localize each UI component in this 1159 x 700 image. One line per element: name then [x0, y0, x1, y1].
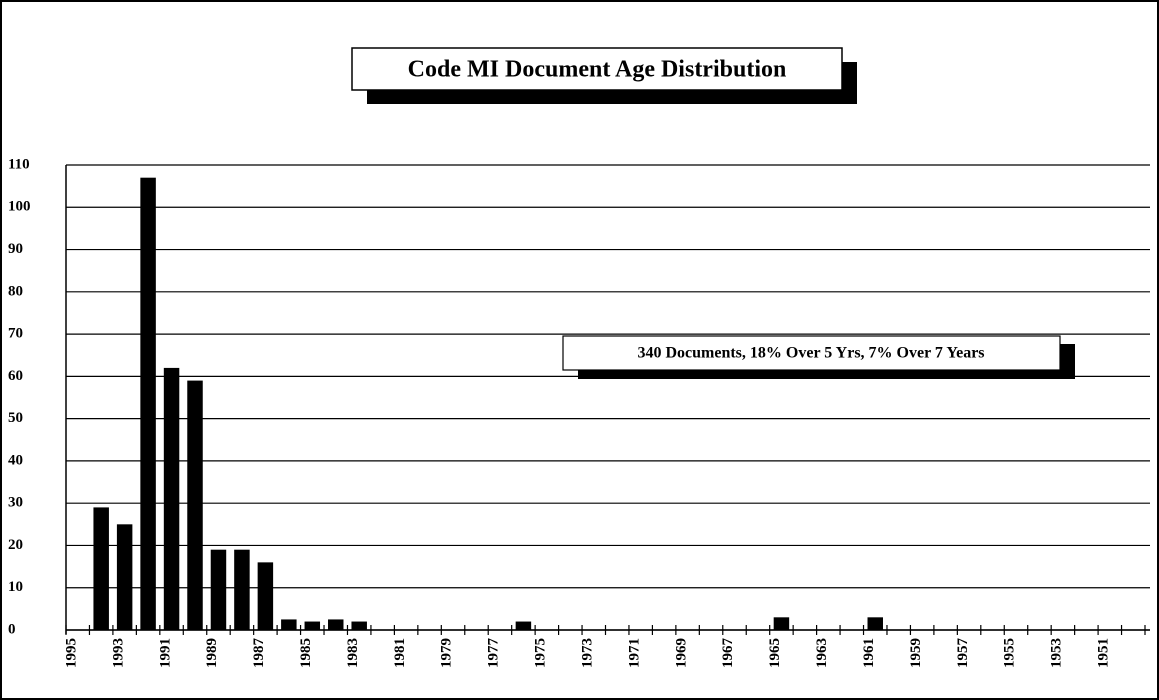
- x-tick-label: 1953: [1049, 638, 1065, 668]
- y-tick-label: 20: [8, 537, 23, 553]
- bar: [234, 549, 250, 630]
- annotation: 340 Documents, 18% Over 5 Yrs, 7% Over 7…: [637, 345, 984, 362]
- bar: [140, 177, 156, 630]
- y-tick-label: 50: [8, 410, 23, 426]
- y-tick-label: 0: [8, 621, 16, 637]
- bar: [187, 380, 203, 630]
- y-tick-label: 40: [8, 452, 23, 468]
- bar: [163, 367, 180, 630]
- bar: [328, 619, 344, 630]
- chart-title: Code MI Document Age Distribution: [408, 57, 787, 83]
- x-tick-label: 1955: [1002, 638, 1018, 668]
- x-tick-label: 1993: [110, 638, 126, 668]
- bar: [773, 617, 790, 630]
- x-tick-label: 1981: [392, 638, 408, 668]
- x-tick-label: 1979: [439, 638, 455, 668]
- x-tick-label: 1991: [157, 638, 173, 668]
- bar: [867, 617, 883, 630]
- bar: [93, 507, 109, 630]
- y-tick-label: 90: [8, 241, 23, 257]
- x-tick-label: 1973: [579, 638, 595, 668]
- x-tick-label: 1959: [908, 638, 924, 668]
- x-tick-label: 1971: [626, 638, 642, 668]
- x-tick-label: 1989: [204, 638, 220, 668]
- annotation-box: [562, 335, 1061, 371]
- x-tick-label: 1963: [814, 638, 830, 668]
- x-tick-label: 1985: [298, 638, 314, 668]
- x-tick-label: 1975: [533, 638, 549, 668]
- bar: [257, 562, 274, 630]
- y-tick-label: 80: [8, 283, 23, 299]
- x-tick-label: 1965: [767, 638, 783, 668]
- x-tick-label: 1967: [720, 638, 736, 669]
- bar: [515, 621, 532, 630]
- y-tick-label: 70: [8, 326, 23, 342]
- x-tick-label: 1987: [251, 638, 267, 669]
- bar: [210, 549, 227, 630]
- bar: [304, 621, 321, 630]
- y-tick-label: 100: [8, 199, 31, 215]
- x-tick-label: 1957: [955, 638, 971, 669]
- x-tick-label: 1983: [345, 638, 361, 668]
- bar: [116, 524, 133, 630]
- y-tick-label: 30: [8, 495, 23, 511]
- x-tick-label: 1951: [1096, 638, 1112, 668]
- bar: [281, 619, 297, 630]
- y-tick-label: 60: [8, 368, 23, 384]
- bar: [351, 621, 367, 630]
- x-tick-label: 1961: [861, 638, 877, 668]
- x-tick-label: 1969: [673, 638, 689, 668]
- y-tick-label: 10: [8, 579, 23, 595]
- title-box: [351, 47, 843, 91]
- y-tick-label: 110: [8, 156, 30, 172]
- x-tick-label: 1977: [486, 638, 502, 669]
- x-tick-label: 1995: [63, 638, 79, 668]
